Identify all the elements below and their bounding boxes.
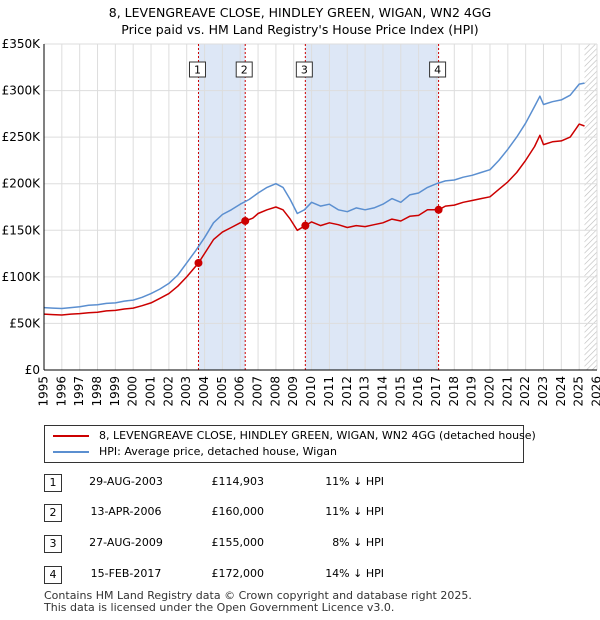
- transaction-number: 3: [44, 535, 62, 553]
- x-tick-label: 2009: [286, 376, 300, 407]
- transaction-date: 15-FEB-2017: [90, 567, 162, 580]
- transaction-date: 27-AUG-2009: [89, 536, 163, 549]
- transaction-label: 2: [241, 64, 248, 77]
- table-row: 3 27-AUG-2009 £155,000 8% ↓ HPI: [44, 533, 444, 553]
- table-row: 4 15-FEB-2017 £172,000 14% ↓ HPI: [44, 564, 444, 584]
- x-tick-label: 2016: [411, 376, 425, 407]
- transaction-number: 1: [44, 474, 62, 492]
- legend-swatch-hpi: [53, 451, 89, 453]
- transaction-price: £114,903: [211, 475, 265, 488]
- y-tick-label: £300K: [2, 84, 42, 98]
- title-line1: 8, LEVENGREAVE CLOSE, HINDLEY GREEN, WIG…: [108, 5, 492, 20]
- x-tick-label: 2000: [126, 376, 140, 407]
- x-tick-label: 2019: [465, 376, 479, 407]
- x-tick-label: 1997: [72, 376, 86, 407]
- x-tick-label: 2005: [215, 376, 229, 407]
- y-tick-label: £100K: [2, 270, 42, 284]
- x-tick-label: 2004: [197, 376, 211, 407]
- legend-label-hpi: HPI: Average price, detached house, Wiga…: [99, 445, 338, 458]
- footer-line1: Contains HM Land Registry data © Crown c…: [44, 589, 472, 602]
- transaction-label-box: [429, 61, 447, 78]
- legend-swatch-property: [53, 435, 89, 437]
- transaction-price: £160,000: [211, 505, 265, 518]
- transaction-label: 4: [434, 64, 441, 77]
- shaded-span: [305, 44, 439, 370]
- footer: Contains HM Land Registry data © Crown c…: [44, 590, 564, 614]
- y-tick-label: £350K: [2, 37, 42, 51]
- x-tick-label: 2026: [590, 376, 600, 407]
- transaction-label: 3: [301, 64, 308, 77]
- x-tick-label: 2017: [429, 376, 443, 407]
- x-tick-label: 2010: [304, 376, 318, 407]
- title-line2: Price paid vs. HM Land Registry's House …: [121, 22, 479, 37]
- transaction-label-box: [295, 61, 313, 78]
- transaction-hpi-diff: 11% ↓ HPI: [325, 475, 384, 488]
- x-tick-label: 2013: [358, 376, 372, 407]
- x-tick-label: 2008: [268, 376, 282, 407]
- shaded-span: [198, 44, 246, 370]
- transaction-price: £172,000: [211, 567, 265, 580]
- x-tick-label: 2024: [554, 376, 568, 407]
- x-tick-label: 2012: [340, 376, 354, 407]
- y-tick-label: £50K: [9, 316, 41, 330]
- x-tick-label: 1995: [37, 376, 51, 407]
- y-tick-label: £0: [25, 363, 40, 377]
- transaction-label: 1: [194, 64, 201, 77]
- transaction-point: [434, 205, 443, 214]
- transaction-point: [301, 221, 310, 230]
- property-price-line: [43, 123, 585, 316]
- x-tick-label: 2025: [572, 376, 586, 407]
- x-tick-label: 2011: [322, 376, 336, 407]
- transaction-date: 29-AUG-2003: [89, 475, 163, 488]
- table-row: 1 29-AUG-2003 £114,903 11% ↓ HPI: [44, 472, 444, 492]
- x-tick-label: 2003: [179, 376, 193, 407]
- forecast-hatch: [584, 44, 597, 370]
- hpi-line: [43, 82, 585, 310]
- x-tick-label: 2007: [251, 376, 265, 407]
- chart-title: 8, LEVENGREAVE CLOSE, HINDLEY GREEN, WIG…: [0, 4, 600, 38]
- x-tick-label: 2014: [375, 376, 389, 407]
- x-tick-label: 1996: [54, 376, 68, 407]
- x-tick-label: 1999: [108, 376, 122, 407]
- transaction-hpi-diff: 8% ↓ HPI: [332, 536, 384, 549]
- x-tick-label: 2001: [144, 376, 158, 407]
- x-tick-label: 2006: [233, 376, 247, 407]
- x-tick-label: 2002: [161, 376, 175, 407]
- x-tick-label: 2020: [482, 376, 496, 407]
- y-tick-label: £150K: [2, 223, 42, 237]
- x-tick-label: 2022: [518, 376, 532, 407]
- y-tick-label: £250K: [2, 130, 42, 144]
- legend: 8, LEVENGREAVE CLOSE, HINDLEY GREEN, WIG…: [44, 425, 536, 463]
- transaction-number: 4: [44, 566, 62, 584]
- x-tick-label: 2023: [536, 376, 550, 407]
- price-chart: £0 £50K £100K £150K £200K £250K £300K £350K 1995…: [2, 37, 600, 407]
- transaction-point: [194, 258, 203, 267]
- x-tick-label: 2021: [500, 376, 514, 407]
- transaction-price: £155,000: [211, 536, 265, 549]
- transaction-point: [241, 216, 250, 225]
- transaction-date: 13-APR-2006: [90, 505, 162, 518]
- transaction-number: 2: [44, 504, 62, 522]
- x-tick-label: 2018: [447, 376, 461, 407]
- transaction-hpi-diff: 14% ↓ HPI: [325, 567, 384, 580]
- transaction-hpi-diff: 11% ↓ HPI: [325, 505, 384, 518]
- x-tick-label: 1998: [90, 376, 104, 407]
- y-tick-label: £200K: [2, 177, 42, 191]
- footer-line2: This data is licensed under the Open Gov…: [44, 601, 395, 614]
- transaction-label-box: [188, 61, 206, 78]
- legend-label-property: 8, LEVENGREAVE CLOSE, HINDLEY GREEN, WIG…: [99, 429, 536, 442]
- table-row: 2 13-APR-2006 £160,000 11% ↓ HPI: [44, 502, 444, 522]
- transaction-label-box: [235, 61, 253, 78]
- x-tick-label: 2015: [393, 376, 407, 407]
